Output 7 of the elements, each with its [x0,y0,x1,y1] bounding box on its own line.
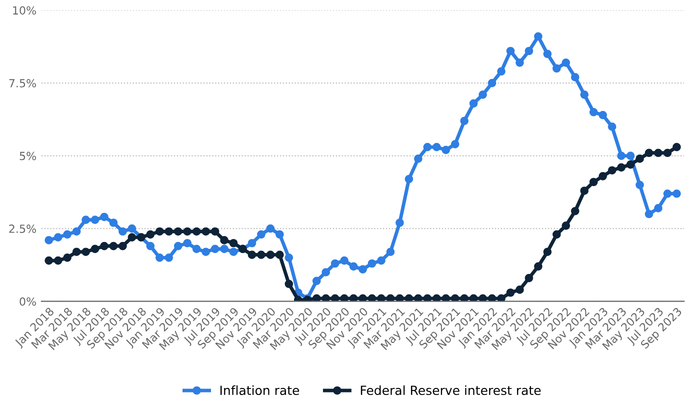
legend-label: Federal Reserve interest rate [360,385,541,396]
y-tick-label: 7.5% [9,79,36,88]
y-tick-label: 10% [13,6,36,15]
y-tick-label: 0% [20,297,36,306]
legend-label: Inflation rate [220,385,300,396]
y-tick-label: 5% [20,152,36,160]
y-tick-label: 2.5% [9,224,36,233]
